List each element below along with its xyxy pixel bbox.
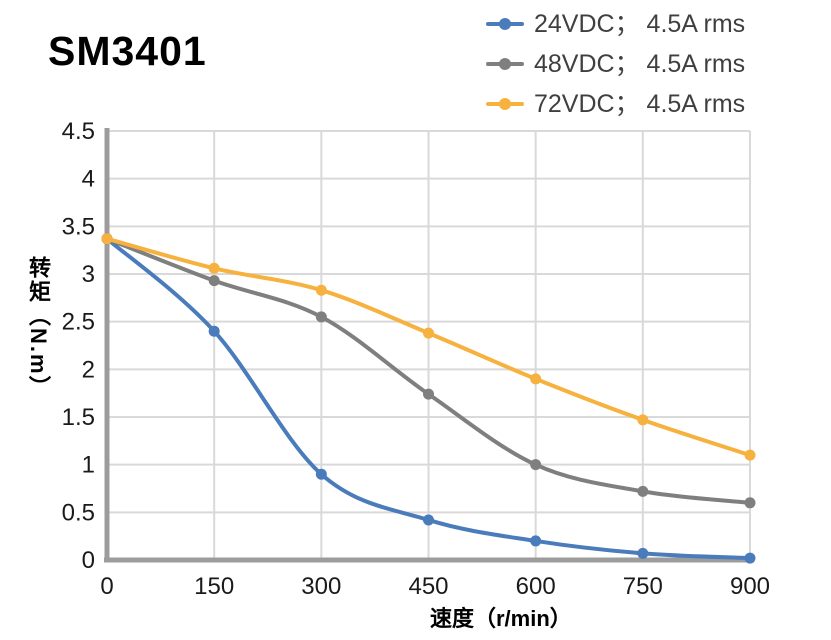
x-tick-label: 150: [194, 573, 234, 600]
x-tick-label: 600: [516, 573, 556, 600]
x-axis-label: 速度（r/min）: [430, 606, 572, 631]
y-axis-label: 转矩（N.m）: [26, 256, 51, 400]
y-tick-label: 4.5: [62, 118, 95, 145]
y-tick-label: 4: [82, 166, 95, 193]
data-point-marker: [637, 414, 649, 426]
y-tick-label: 2: [82, 356, 95, 383]
legend-label: 24VDC； 4.5A rms: [534, 10, 746, 38]
legend: 24VDC； 4.5A rms 48VDC； 4.5A rms 72VDC； 4.5…: [486, 10, 745, 130]
data-point-marker: [744, 449, 756, 461]
legend-item: 48VDC； 4.5A rms: [486, 50, 745, 78]
y-tick-label: 1: [82, 452, 95, 479]
data-point-marker: [101, 233, 113, 245]
data-point-marker: [315, 284, 327, 296]
x-tick-label: 750: [623, 573, 663, 600]
y-tick-label: 0: [82, 547, 95, 574]
legend-line-marker-icon: [486, 58, 524, 70]
data-point-marker: [530, 535, 542, 547]
data-point-marker: [744, 552, 756, 564]
legend-item: 24VDC； 4.5A rms: [486, 10, 745, 38]
data-point-marker: [744, 497, 756, 509]
legend-item: 72VDC； 4.5A rms: [486, 90, 745, 118]
y-tick-label: 1.5: [62, 404, 95, 431]
data-point-marker: [530, 373, 542, 385]
y-tick-label: 0.5: [62, 499, 95, 526]
legend-line-marker-icon: [486, 98, 524, 110]
x-tick-label: 0: [100, 573, 113, 600]
x-tick-label: 450: [408, 573, 448, 600]
data-point-marker: [423, 514, 434, 526]
data-point-marker: [208, 325, 220, 337]
data-point-marker: [637, 485, 649, 497]
data-point-marker: [423, 327, 434, 339]
x-tick-label: 300: [301, 573, 341, 600]
data-point-marker: [530, 459, 542, 471]
data-point-marker: [315, 468, 327, 480]
data-point-marker: [208, 275, 220, 287]
x-tick-label: 900: [730, 573, 770, 600]
legend-line-marker-icon: [486, 18, 524, 30]
legend-label: 48VDC； 4.5A rms: [534, 50, 746, 78]
y-tick-label: 2.5: [62, 309, 95, 336]
data-point-marker: [637, 547, 649, 559]
page-title: SM3401: [48, 28, 207, 74]
y-tick-label: 3.5: [62, 213, 95, 240]
legend-label: 72VDC； 4.5A rms: [534, 90, 746, 118]
y-tick-label: 3: [82, 261, 95, 288]
data-point-marker: [315, 311, 327, 323]
data-point-marker: [208, 262, 220, 274]
data-point-marker: [423, 388, 434, 400]
